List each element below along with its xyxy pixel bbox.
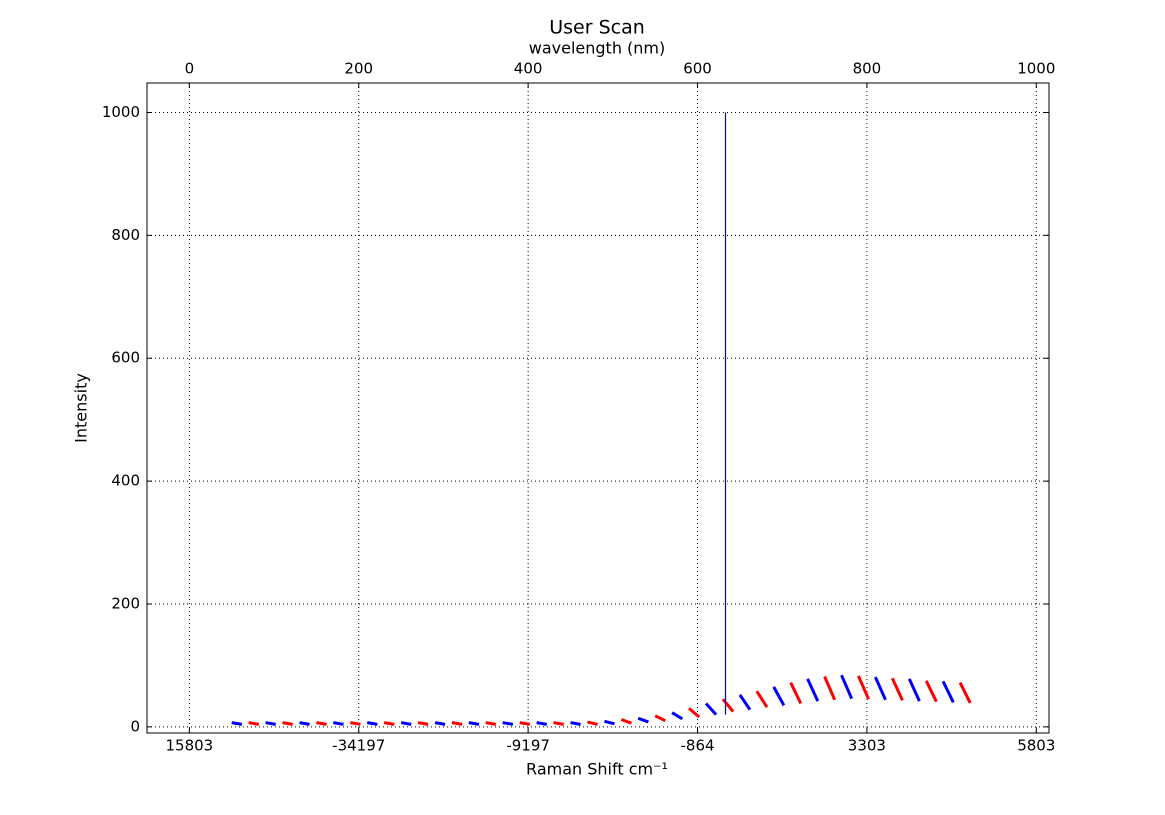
x-tick-label: -9197	[506, 737, 550, 755]
top-tick-label: 1000	[1017, 60, 1055, 78]
x-tick-label: -864	[680, 737, 714, 755]
series-line	[248, 675, 972, 726]
x-tick-label: 5803	[1017, 737, 1055, 755]
y-tick-label: 600	[111, 349, 140, 367]
y-tick-label: 800	[111, 226, 140, 244]
x-tick-label: 15803	[165, 737, 213, 755]
top-tick-label: 200	[344, 60, 373, 78]
plot-frame	[146, 82, 1050, 734]
top-tick-label: 800	[853, 60, 882, 78]
y-tick-label: 0	[130, 717, 140, 735]
x-tick-label: -34197	[332, 737, 385, 755]
y-axis-label: Intensity	[72, 373, 91, 443]
x-tick-label: 3303	[848, 737, 886, 755]
top-tick-label: 400	[514, 60, 543, 78]
x-axis-label: Raman Shift cm⁻¹	[526, 760, 668, 779]
chart-title: User Scan	[549, 17, 645, 39]
top-tick-label: 0	[185, 60, 195, 78]
series-line	[231, 674, 955, 726]
top-tick-label: 600	[683, 60, 712, 78]
top-axis-label: wavelength (nm)	[529, 39, 666, 58]
y-tick-label: 1000	[102, 103, 140, 121]
y-tick-label: 200	[111, 594, 140, 612]
y-tick-label: 400	[111, 472, 140, 490]
